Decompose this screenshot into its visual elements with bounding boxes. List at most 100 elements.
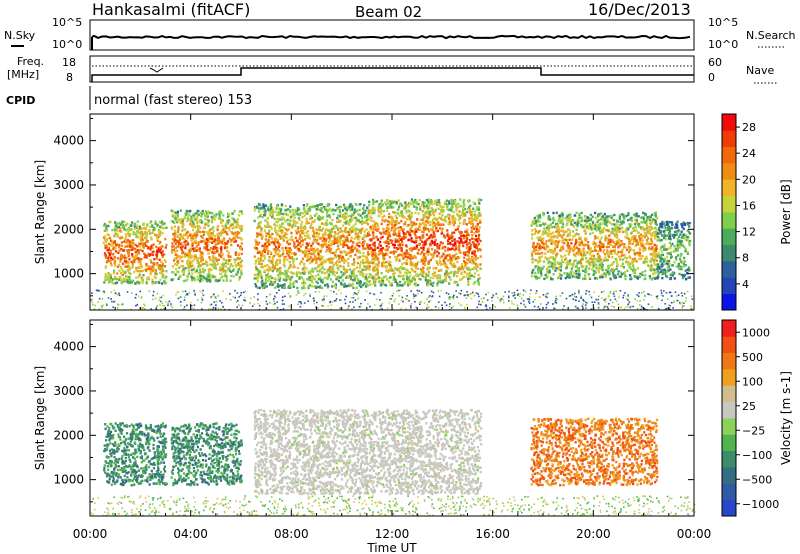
echo-cell bbox=[319, 286, 322, 289]
echo-cell bbox=[161, 255, 164, 259]
echo-cell bbox=[309, 226, 312, 229]
echo-cell bbox=[201, 256, 204, 259]
echo-cell bbox=[328, 268, 331, 271]
echo-cell bbox=[415, 245, 419, 249]
echo-cell bbox=[352, 269, 355, 272]
echo-cell bbox=[171, 248, 174, 251]
echo-cell bbox=[159, 246, 162, 249]
ground-scatter-cell bbox=[201, 299, 204, 301]
echo-cell bbox=[410, 220, 413, 224]
echo-cell bbox=[469, 277, 472, 280]
ground-scatter-cell bbox=[333, 300, 336, 302]
echo-cell bbox=[325, 244, 328, 247]
echo-cell bbox=[278, 224, 281, 227]
echo-cell bbox=[274, 237, 277, 240]
echo-cell bbox=[456, 284, 459, 287]
echo-cell bbox=[324, 241, 327, 244]
echo-cell bbox=[179, 274, 182, 277]
echo-cell bbox=[143, 227, 146, 230]
ground-scatter-cell bbox=[95, 289, 98, 292]
echo-cell bbox=[269, 212, 272, 215]
echo-cell bbox=[174, 273, 177, 276]
echo-cell bbox=[212, 255, 215, 258]
echo-cell bbox=[204, 240, 208, 243]
ground-scatter-cell bbox=[555, 302, 558, 304]
ground-scatter-cell bbox=[554, 300, 557, 302]
echo-cell bbox=[181, 226, 184, 229]
echo-cell bbox=[429, 228, 432, 231]
ground-scatter-cell bbox=[684, 300, 687, 302]
echo-cell bbox=[260, 237, 263, 240]
ground-scatter-cell bbox=[117, 303, 120, 306]
ground-scatter-cell bbox=[445, 292, 448, 294]
echo-cell bbox=[126, 238, 129, 242]
echo-cell bbox=[433, 271, 436, 274]
echo-cell bbox=[306, 236, 309, 239]
echo-cell bbox=[222, 228, 225, 231]
ground-scatter-cell bbox=[509, 307, 511, 309]
echo-cell bbox=[457, 225, 460, 228]
ground-scatter-cell bbox=[184, 290, 187, 293]
echo-cell bbox=[336, 232, 340, 236]
echo-cell bbox=[198, 268, 202, 271]
echo-cell bbox=[380, 248, 383, 251]
echo-cell bbox=[465, 211, 469, 214]
ground-scatter-cell bbox=[390, 298, 392, 300]
echo-cell bbox=[300, 271, 303, 275]
echo-cell bbox=[369, 279, 372, 283]
echo-cell bbox=[183, 233, 186, 237]
echo-cell bbox=[449, 234, 452, 238]
echo-cell bbox=[321, 281, 324, 284]
ground-scatter-cell bbox=[98, 308, 101, 310]
echo-cell bbox=[211, 220, 214, 224]
echo-cell bbox=[282, 216, 285, 220]
echo-cell bbox=[115, 281, 119, 284]
echo-cell bbox=[160, 272, 164, 275]
echo-cell bbox=[132, 242, 135, 245]
nsearch-label: N.Search bbox=[746, 29, 796, 42]
echo-cell bbox=[384, 201, 387, 204]
echo-cell bbox=[377, 264, 380, 268]
ground-scatter-cell bbox=[429, 295, 431, 297]
echo-cell bbox=[409, 263, 412, 266]
echo-cell bbox=[158, 264, 161, 267]
echo-cell bbox=[284, 270, 287, 274]
echo-cell bbox=[208, 273, 212, 277]
echo-cell bbox=[347, 284, 351, 288]
echo-cell bbox=[256, 279, 259, 283]
ground-scatter-cell bbox=[666, 298, 669, 300]
echo-cell bbox=[271, 213, 274, 216]
echo-cell bbox=[283, 259, 286, 262]
ground-scatter-cell bbox=[483, 296, 485, 299]
echo-cell bbox=[272, 241, 276, 245]
echo-cell bbox=[214, 235, 217, 238]
echo-cell bbox=[435, 260, 438, 263]
ground-scatter-cell bbox=[130, 308, 132, 311]
echo-cell bbox=[311, 234, 314, 238]
echo-cell bbox=[454, 245, 457, 248]
echo-cell bbox=[402, 232, 405, 235]
echo-cell bbox=[455, 208, 458, 211]
echo-cell bbox=[409, 282, 412, 286]
echo-cell bbox=[184, 212, 187, 215]
echo-cell bbox=[199, 226, 202, 230]
echo-cell bbox=[286, 229, 289, 232]
echo-cell bbox=[320, 267, 323, 270]
echo-cell bbox=[472, 218, 475, 221]
ground-scatter-cell bbox=[489, 307, 491, 309]
echo-cell bbox=[292, 281, 295, 284]
echo-cell bbox=[258, 250, 261, 254]
echo-cell bbox=[318, 208, 321, 211]
echo-cell bbox=[319, 268, 322, 272]
echo-cell bbox=[258, 286, 261, 290]
echo-cell bbox=[467, 242, 470, 245]
ground-scatter-cell bbox=[639, 304, 641, 306]
echo-cell bbox=[155, 245, 158, 249]
echo-cell bbox=[415, 244, 418, 247]
echo-cell bbox=[400, 220, 403, 223]
echo-cell bbox=[177, 243, 180, 246]
ground-scatter-cell bbox=[299, 306, 302, 308]
freq-unit-label: [MHz] bbox=[7, 68, 39, 81]
echo-cell bbox=[106, 275, 110, 279]
ground-scatter-cell bbox=[585, 301, 587, 304]
